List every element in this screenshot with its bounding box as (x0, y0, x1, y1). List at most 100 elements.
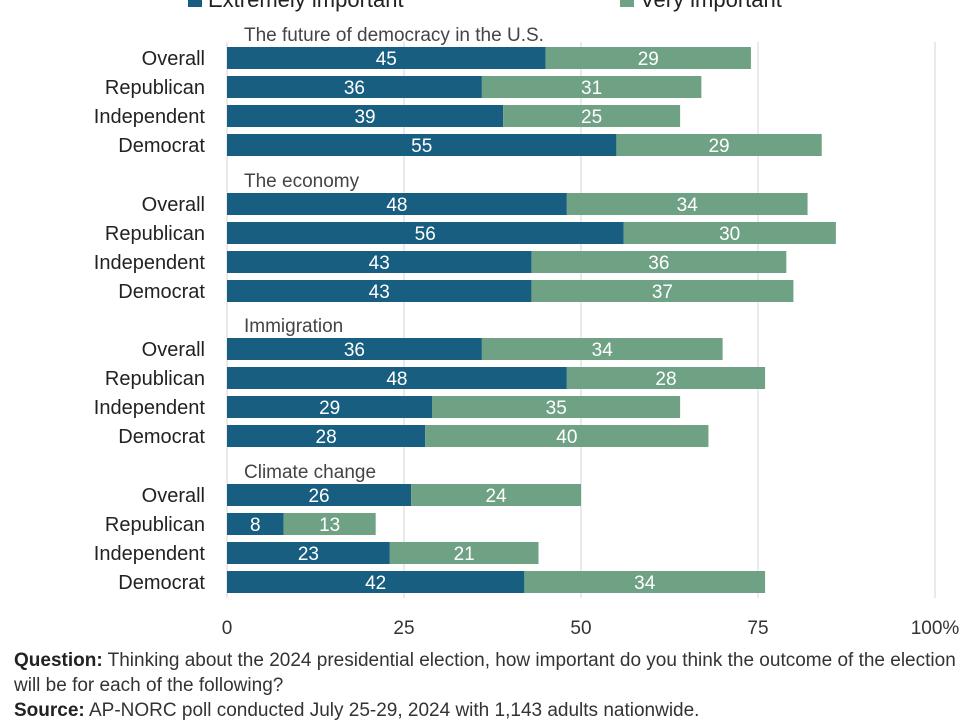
data-label-very-g3-1: 28 (655, 369, 676, 390)
bar-extremely-g3-3 (227, 425, 426, 447)
source-note: Source: AP-NORC poll conducted July 25-2… (14, 698, 969, 723)
data-label-extremely-g1-1: 36 (344, 78, 365, 99)
bar-very-g3-1 (566, 367, 766, 389)
group-title-3: Immigration (244, 316, 343, 337)
question-text: Thinking about the 2024 presidential ele… (14, 650, 956, 696)
data-label-very-g2-0: 34 (677, 195, 699, 216)
x-tick-label-50: 50 (570, 618, 591, 639)
category-label-g2-2: Independent (94, 252, 206, 274)
bar-very-g1-0 (545, 47, 751, 69)
data-label-extremely-g1-0: 45 (376, 49, 397, 70)
bar-extremely-g3-1 (227, 367, 567, 389)
data-label-very-g3-0: 34 (592, 340, 614, 361)
data-label-extremely-g3-2: 29 (319, 398, 340, 419)
chart-footer: Question: Thinking about the 2024 presid… (14, 648, 969, 723)
data-label-very-g3-2: 35 (546, 398, 567, 419)
data-label-very-g2-1: 30 (719, 224, 740, 245)
data-label-extremely-g3-3: 28 (316, 427, 337, 448)
group-title-1: The future of democracy in the U.S. (244, 25, 544, 46)
question-label: Question: (14, 650, 103, 671)
legend-label-extremely-important: Extremely important (208, 0, 404, 12)
data-label-extremely-g4-1: 8 (250, 515, 261, 536)
data-label-extremely-g1-2: 39 (354, 107, 375, 128)
data-label-extremely-g1-3: 55 (411, 136, 432, 157)
bar-very-g2-0 (566, 193, 808, 215)
category-label-g1-3: Democrat (118, 135, 205, 157)
category-label-g3-1: Republican (105, 368, 205, 390)
data-label-very-g1-0: 29 (638, 49, 659, 70)
category-label-g3-2: Independent (94, 397, 206, 419)
category-label-g3-0: Overall (142, 339, 205, 361)
bar-extremely-g4-3 (227, 571, 525, 593)
x-tick-label-25: 25 (393, 618, 414, 639)
data-label-extremely-g4-3: 42 (365, 573, 386, 594)
category-label-g1-0: Overall (142, 48, 205, 70)
bar-extremely-g3-2 (227, 396, 433, 418)
data-label-extremely-g4-0: 26 (308, 486, 329, 507)
data-label-very-g2-2: 36 (648, 253, 669, 274)
bar-extremely-g4-1 (227, 513, 284, 535)
question-note: Question: Thinking about the 2024 presid… (14, 648, 969, 698)
data-label-extremely-g2-3: 43 (369, 282, 390, 303)
bar-very-g4-2 (389, 542, 539, 564)
category-label-g2-3: Democrat (118, 281, 205, 303)
data-label-extremely-g3-0: 36 (344, 340, 365, 361)
data-label-extremely-g2-0: 48 (386, 195, 407, 216)
group-title-2: The economy (244, 171, 360, 192)
bar-very-g1-1 (481, 76, 702, 98)
data-label-extremely-g2-1: 56 (415, 224, 436, 245)
group-title-4: Climate change (244, 462, 376, 483)
data-label-extremely-g3-1: 48 (386, 369, 407, 390)
data-label-very-g4-1: 13 (319, 515, 340, 536)
bar-extremely-g3-0 (227, 338, 482, 360)
data-label-very-g1-3: 29 (708, 136, 729, 157)
bar-very-g4-1 (283, 513, 376, 535)
bar-very-g3-3 (425, 425, 709, 447)
bar-extremely-g4-0 (227, 484, 412, 506)
data-label-very-g2-3: 37 (652, 282, 673, 303)
bar-extremely-g1-1 (227, 76, 482, 98)
bar-very-g1-3 (616, 134, 822, 156)
bar-extremely-g1-2 (227, 105, 504, 127)
bar-extremely-g4-2 (227, 542, 390, 564)
chart-legend: Extremely important Very important (0, 0, 980, 12)
bar-very-g4-3 (524, 571, 766, 593)
bar-extremely-g2-0 (227, 193, 567, 215)
data-label-very-g4-2: 21 (454, 544, 475, 565)
category-label-g3-3: Democrat (118, 426, 205, 448)
category-label-g4-0: Overall (142, 485, 205, 507)
bar-extremely-g2-1 (227, 222, 624, 244)
bar-extremely-g1-3 (227, 134, 617, 156)
category-label-g2-0: Overall (142, 194, 205, 216)
bar-very-g2-3 (531, 280, 794, 302)
x-tick-label-75: 75 (747, 618, 768, 639)
legend-item-extremely-important: Extremely important (188, 0, 404, 12)
bar-extremely-g1-0 (227, 47, 546, 69)
category-label-g2-1: Republican (105, 223, 205, 245)
bar-very-g2-1 (623, 222, 836, 244)
category-label-g4-1: Republican (105, 514, 205, 536)
bar-extremely-g2-2 (227, 251, 532, 273)
legend-label-very-important: Very important (640, 0, 782, 12)
category-label-g1-1: Republican (105, 77, 205, 99)
bar-very-g1-2 (503, 105, 681, 127)
stacked-bar-chart: 0 25 50 75 100% The future of democracy in th… (94, 25, 960, 639)
data-label-extremely-g4-2: 23 (298, 544, 319, 565)
x-tick-label-0: 0 (222, 618, 233, 639)
bar-very-g3-0 (481, 338, 723, 360)
bar-very-g2-2 (531, 251, 787, 273)
source-text: AP-NORC poll conducted July 25-29, 2024 … (88, 700, 700, 721)
legend-swatch-very-important (620, 0, 634, 7)
data-label-very-g3-3: 40 (556, 427, 577, 448)
legend-item-very-important: Very important (620, 0, 782, 12)
category-label-g4-2: Independent (94, 543, 206, 565)
data-label-very-g4-0: 24 (485, 486, 507, 507)
data-label-extremely-g2-2: 43 (369, 253, 390, 274)
category-label-g1-2: Independent (94, 106, 206, 128)
x-tick-label-100: 100% (911, 618, 960, 639)
source-label: Source: (14, 700, 85, 721)
bar-very-g4-0 (411, 484, 581, 506)
data-label-very-g1-2: 25 (581, 107, 602, 128)
legend-swatch-extremely-important (188, 0, 202, 7)
category-label-g4-3: Democrat (118, 572, 205, 594)
